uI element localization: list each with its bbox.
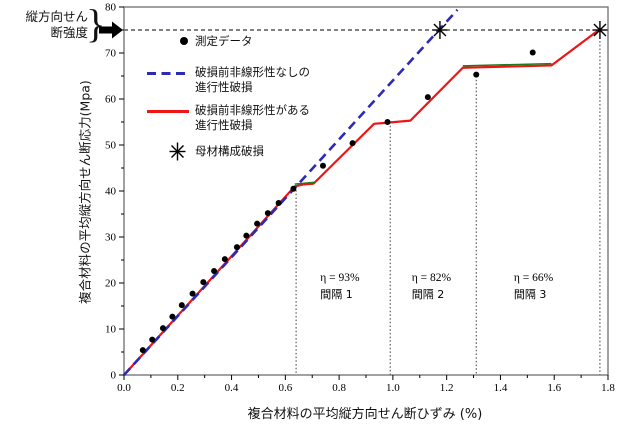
measured-data-point: [349, 140, 356, 147]
measured-data-point: [290, 185, 297, 192]
legend-solid-label-line1: 破損前非線形性がある: [195, 103, 310, 117]
legend-measured-marker: [180, 37, 188, 45]
measured-data-point: [473, 71, 480, 78]
solid-model-curve: [123, 28, 601, 376]
matrix-failure-asterisk: [432, 21, 448, 39]
legend-solid-line-label: 破損前非線形性がある 進行性破損: [195, 103, 310, 133]
y-axis-tick-label: 80: [105, 2, 117, 14]
measured-data-point: [189, 290, 196, 297]
plot-frame: [123, 6, 609, 376]
measured-data-point: [319, 162, 326, 169]
interval-annotation: 間隔 2: [412, 288, 445, 301]
x-axis-tick-label: 1.8: [601, 382, 615, 394]
measured-data-point: [243, 232, 250, 239]
y-axis-title: 複合材料の平均縦方向せん断応力(Mpa): [77, 80, 93, 304]
y-axis-tick-label: 40: [105, 186, 117, 198]
eta-annotation: η = 93%: [320, 272, 360, 284]
x-axis-tick-label: 0.8: [332, 382, 346, 394]
legend-solid-line-marker: [147, 110, 189, 113]
x-axis-tick-label: 0.0: [117, 382, 131, 394]
measured-data-point: [254, 220, 261, 227]
green-overlap-segment: [294, 181, 315, 185]
shear-strength-note-line1: 縦方向せん: [25, 9, 88, 24]
measured-data-point: [169, 313, 176, 320]
y-axis-tick-label: 50: [105, 140, 117, 152]
strength-arrow-icon: [99, 21, 123, 39]
eta-annotation: η = 82%: [412, 272, 452, 284]
asterisk-spoke: [433, 23, 447, 37]
measured-data-point: [200, 279, 207, 286]
x-axis-tick-label: 1.0: [386, 382, 400, 394]
shear-strength-note: 縦方向せん 断強度: [0, 9, 88, 41]
legend-asterisk-icon: [169, 142, 186, 161]
eta-annotation: η = 66%: [514, 272, 554, 284]
legend-asterisk-label: 母材構成破損: [195, 144, 264, 158]
legend-dashed-label-line1: 破損前非線形性なしの: [195, 65, 310, 79]
asterisk-spoke: [593, 23, 607, 37]
measured-data-point: [384, 119, 391, 125]
x-axis-tick-label: 0.6: [278, 382, 292, 394]
measured-data-point: [424, 94, 431, 101]
x-axis-tick-label: 1.2: [440, 382, 454, 394]
matrix-failure-asterisk: [592, 21, 608, 39]
x-axis-tick-label: 0.2: [171, 382, 185, 394]
legend-dashed-line-marker: [147, 72, 189, 76]
measured-data-point: [275, 199, 282, 206]
interval-annotation: 間隔 1: [320, 288, 353, 301]
dashed-model-line: [123, 8, 459, 376]
y-axis-tick-label: 10: [105, 324, 117, 336]
interval-annotation: 間隔 3: [514, 288, 547, 301]
legend-solid-label-line2: 進行性破損: [195, 118, 253, 132]
legend-dashed-line-label: 破損前非線形性なしの 進行性破損: [195, 65, 310, 95]
measured-data-point: [221, 256, 228, 263]
x-axis-tick-label: 1.6: [547, 382, 561, 394]
y-axis-tick-label: 0: [111, 370, 117, 382]
green-overlap-segment: [462, 62, 552, 67]
measured-data-point: [529, 49, 536, 56]
y-axis-tick-label: 20: [105, 278, 117, 290]
measured-data-point: [139, 347, 146, 354]
y-axis-tick-label: 60: [105, 94, 117, 106]
x-axis-tick-label: 0.4: [225, 382, 239, 394]
legend-measured-label: 測定データ: [195, 34, 253, 48]
measured-data-point: [178, 302, 185, 309]
measured-data-point: [233, 244, 240, 251]
measured-data-point: [211, 268, 218, 275]
measured-data-point: [149, 336, 156, 343]
x-axis-title: 複合材料の平均縦方向せん断ひずみ (%): [247, 407, 483, 422]
y-axis-tick-label: 70: [105, 48, 117, 60]
legend-dashed-label-line2: 進行性破損: [195, 80, 253, 94]
strength-note-brace: }: [86, 1, 106, 46]
measured-data-point: [159, 325, 166, 332]
y-axis-tick-label: 30: [105, 232, 117, 244]
measured-data-point: [264, 210, 271, 217]
shear-strength-note-line2: 断強度: [50, 25, 88, 40]
x-axis-tick-label: 1.4: [494, 382, 508, 394]
